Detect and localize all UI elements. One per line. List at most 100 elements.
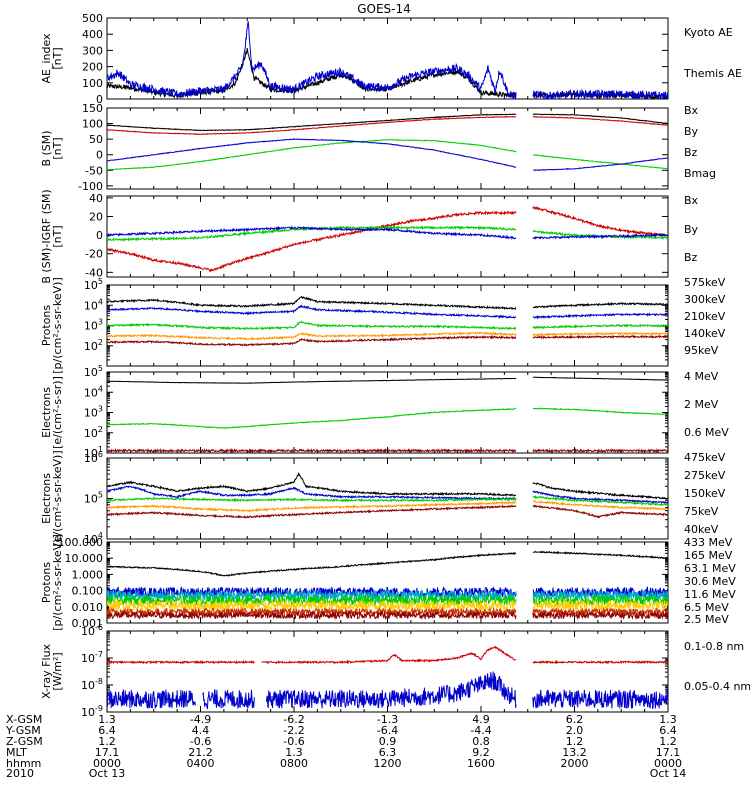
series-line-0-1-0-8-nm	[107, 645, 668, 665]
footer-value: 4.9	[472, 713, 490, 726]
footer-value: 0400	[187, 757, 215, 770]
panel-protons-hi: 102 103 104 105 Protons[p/(cm²-s-sr-keV)] 575…	[40, 276, 726, 374]
legend-entry: 150keV	[684, 487, 726, 500]
y-tick-label: -50	[85, 164, 103, 177]
footer-row-label: 2010	[6, 767, 34, 780]
y-tick-label: 102	[84, 425, 103, 440]
legend-entry: 0.05-0.4 nm	[684, 680, 750, 693]
legend-entry: 275keV	[684, 469, 726, 482]
y-tick-label: 104	[84, 297, 103, 312]
legend-entry: 140keV	[684, 327, 726, 340]
footer-value: 1.3	[659, 713, 677, 726]
footer-value: 2000	[561, 757, 589, 770]
panel-protons-mev: 0.001 0.010 0.100 1.000 10.000 100.000Protons…	[40, 534, 736, 631]
panel-xray: 10-9 10-8 10-7 10-6 X-ray Flux[W/m²] 0.1-0.8 …	[40, 623, 750, 719]
y-tick-label: 0.001	[72, 617, 104, 630]
legend-entry: Kyoto AE	[684, 26, 733, 39]
footer-row-label: X-GSM	[6, 713, 42, 726]
series-line-475kev	[107, 504, 668, 519]
y-tick-label: 300	[82, 44, 103, 57]
series-line-433-mev	[107, 610, 668, 621]
footer-value: -0.6	[283, 735, 304, 748]
legend-entry: 6.5 MeV	[684, 601, 729, 614]
y-tick-label: 103	[84, 318, 103, 333]
series-line-275kev	[107, 500, 668, 513]
y-tick-label: 10-8	[81, 677, 103, 692]
legend-entry: 2.5 MeV	[684, 613, 729, 626]
legend-entry: 75keV	[684, 505, 719, 518]
footer-value: 6.4	[98, 724, 116, 737]
footer-value: 1.3	[285, 746, 303, 759]
legend-entry: 575keV	[684, 276, 726, 289]
footer-value: 1.3	[98, 713, 116, 726]
legend-entry: 95keV	[684, 344, 719, 357]
footer-value: 21.2	[188, 746, 213, 759]
chart-title: GOES-14	[357, 2, 411, 16]
y-axis-label: B (SM)-IGRF (SM)[nT]	[40, 189, 64, 283]
footer-value: 6.4	[659, 724, 677, 737]
y-tick-label: 200	[82, 61, 103, 74]
legend-entry: Themis AE	[683, 67, 742, 80]
footer-value: 1600	[467, 757, 495, 770]
footer-value: 1200	[374, 757, 402, 770]
y-tick-label: 105	[84, 364, 103, 379]
footer-value: 0800	[280, 757, 308, 770]
legend-entry: 40keV	[684, 523, 719, 536]
legend-entry: 2 MeV	[684, 398, 719, 411]
y-axis-label: AE_index[nT]	[40, 33, 64, 84]
y-tick-label: 0	[96, 93, 103, 106]
series-line-by	[107, 138, 668, 171]
footer-value: 9.2	[472, 746, 490, 759]
series-line-575kev	[107, 334, 668, 347]
series-line-4-mev	[107, 447, 668, 453]
footer-value: 4.4	[192, 724, 210, 737]
footer-value: 1.2	[566, 735, 584, 748]
y-tick-label: 500	[82, 12, 103, 25]
series-line-95kev	[107, 295, 668, 311]
y-tick-label: 0	[96, 229, 103, 242]
legend-entry: 63.1 MeV	[684, 562, 736, 575]
y-tick-label: -20	[85, 248, 103, 261]
y-axis-label: Electrons[e/(cm²-s-sr-keV)]	[40, 450, 64, 546]
panel-electrons-mev: 101 102 103 104 105 Electrons[e/(cm²-s-sr)] 4 …	[40, 364, 729, 460]
y-tick-label: 10-7	[81, 650, 103, 665]
legend-entry: By	[684, 223, 699, 236]
footer-row-label: MLT	[6, 746, 27, 759]
footer-row-label: hhmm	[6, 757, 41, 770]
y-tick-label: 50	[89, 133, 103, 146]
footer-value: 0.9	[379, 735, 397, 748]
y-tick-label: 100	[82, 77, 103, 90]
y-tick-label: 104	[84, 384, 103, 399]
y-axis-label: Protons[p/(cm²-s-sr-keV)]	[40, 277, 64, 374]
y-tick-label: 106	[84, 450, 103, 465]
legend-entry: 0.1-0.8 nm	[684, 640, 744, 653]
panel-frame	[106, 371, 669, 454]
series-line-300kev	[107, 331, 668, 341]
y-tick-label: 10-6	[81, 623, 103, 638]
series-line-kyoto-ae	[107, 21, 668, 99]
footer-value: Oct 13	[89, 767, 126, 780]
y-tick-label: 104	[84, 531, 103, 546]
y-axis-label: X-ray Flux[W/m²]	[40, 643, 64, 699]
panel-bigrf: -40 -20 0 20 40 B (SM)-IGRF (SM)[nT] Bx By Bz	[40, 189, 699, 283]
y-axis-label: Protons[p/(cm²-s-sr-keV)]	[40, 534, 64, 631]
y-tick-label: 103	[84, 405, 103, 420]
footer-value: 0000	[654, 757, 682, 770]
footer-row-label: Z-GSM	[6, 735, 43, 748]
legend-entry: Bx	[684, 194, 699, 207]
footer-value: -0.6	[190, 735, 211, 748]
y-tick-label: 150	[82, 102, 103, 115]
y-tick-label: 20	[89, 210, 103, 223]
legend-entry: Bz	[684, 146, 698, 159]
series-line-bz	[107, 115, 668, 136]
legend-entry: 165 MeV	[684, 549, 733, 562]
y-axis-label: Electrons[e/(cm²-s-sr)]	[40, 376, 64, 449]
series-line-2-5-mev	[107, 550, 668, 577]
series-line-210kev	[107, 320, 668, 331]
series-line-0-6-mev	[107, 376, 668, 384]
legend-entry: 300keV	[684, 293, 726, 306]
footer-value: -6.2	[283, 713, 304, 726]
y-tick-label: 400	[82, 28, 103, 41]
series-line-0-05-0-4-nm	[107, 671, 668, 710]
